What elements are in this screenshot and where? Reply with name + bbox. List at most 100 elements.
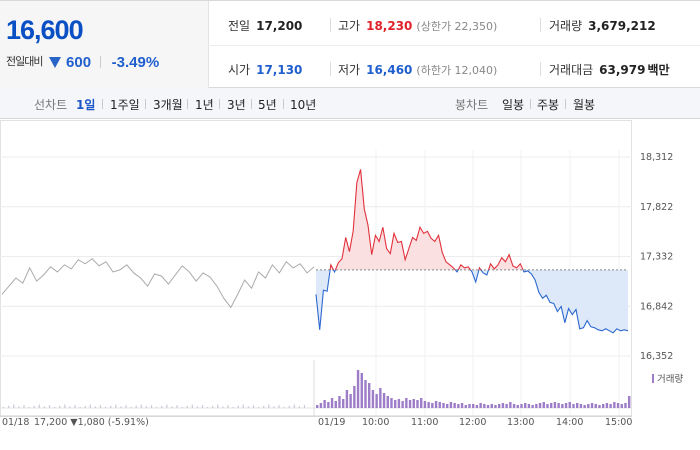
volume-bar (3, 407, 5, 408)
volume-bar (483, 404, 486, 408)
high-label: 고가 (338, 19, 361, 33)
volume-bar (564, 403, 568, 408)
volume-bar (140, 404, 142, 408)
volume-bar (364, 380, 367, 408)
volume-bar (624, 403, 627, 408)
volume-bar (89, 404, 91, 408)
volume-bar (181, 407, 183, 408)
volume-bar (434, 401, 438, 408)
period-3m[interactable]: 3개월 (153, 98, 183, 112)
volume-bar (501, 403, 505, 408)
divider (565, 99, 566, 109)
price-line-up (329, 169, 524, 270)
period-10y[interactable]: 10년 (290, 98, 317, 112)
period-1y[interactable]: 1년 (195, 98, 214, 112)
x-tick-label: 10:00 (362, 417, 389, 428)
volume-bar (468, 404, 471, 408)
divider (187, 99, 188, 109)
y-tick-label: 16,352 (640, 351, 673, 362)
volume-bar (442, 403, 445, 408)
volume-bar (490, 404, 493, 408)
volume-bar (390, 398, 393, 408)
volume-bar (420, 398, 423, 408)
down-arrow-icon (49, 57, 62, 68)
volume-bar (263, 405, 265, 408)
prev-close-info: 전일 17,200 (228, 17, 302, 34)
divider (530, 99, 531, 109)
divider (102, 99, 103, 109)
volume-bar (438, 402, 441, 408)
volume-bar (379, 388, 382, 408)
period-5y[interactable]: 5년 (258, 98, 277, 112)
volume-bar (84, 405, 86, 408)
volume-bar (628, 396, 631, 408)
volume-bar (553, 402, 557, 408)
volume-bar (222, 406, 224, 408)
volume-bar (150, 405, 153, 408)
amount-value: 63,979 (599, 63, 646, 77)
volume-bar (472, 404, 475, 408)
volume-bar (579, 404, 583, 408)
prev-day-summary: 17,200 ▼1,080 (-5.91%) (34, 417, 149, 428)
previous-day-line (1, 258, 315, 309)
high-info: 고가 18,230 (상한가 22,350) (338, 17, 497, 34)
volume-bar (242, 404, 244, 408)
volume-bar (156, 407, 158, 408)
candle-weekly[interactable]: 주봉 (537, 98, 560, 112)
volume-bar (161, 405, 163, 408)
high-value: 18,230 (366, 19, 413, 33)
volume-bar (538, 403, 542, 408)
volume-bar (509, 402, 512, 408)
volume-bar (527, 404, 531, 408)
volume-bar (110, 405, 112, 408)
volume-bar (69, 406, 71, 408)
change-line: 전일대비 600 -3.49% (6, 53, 159, 71)
candle-daily[interactable]: 일봉 (502, 98, 525, 112)
volume-bar (475, 405, 479, 408)
volume-bar (145, 406, 147, 408)
volume-bar (349, 394, 352, 408)
volume-bars: 거래량 (3, 370, 683, 408)
volume-bar (327, 402, 330, 408)
volume-bar (43, 406, 45, 408)
volume-bar (602, 404, 605, 408)
volume-bar (186, 405, 188, 408)
volume-bar (356, 370, 360, 408)
change-percent: -3.49% (111, 54, 160, 71)
candle-monthly[interactable]: 월봉 (573, 98, 596, 112)
volume-bar (401, 401, 404, 408)
divider (330, 62, 331, 76)
volume-bar (48, 405, 51, 408)
divider (99, 56, 101, 68)
divider (251, 99, 252, 109)
volume-bar (542, 402, 545, 408)
volume-bar (59, 405, 61, 408)
amount-info: 거래대금 63,979 백만 (549, 61, 670, 78)
volume-bar (8, 405, 10, 408)
divider (283, 99, 284, 109)
volume-bar (375, 394, 378, 408)
volume-bar (338, 396, 341, 408)
current-price: 16,600 (6, 15, 84, 45)
volume-bar (568, 402, 571, 408)
volume-legend-swatch (652, 374, 654, 383)
volume-bar (416, 400, 419, 408)
x-tick-label: 15:00 (605, 417, 632, 428)
volume-bar (171, 406, 173, 408)
period-3y[interactable]: 3년 (227, 98, 246, 112)
period-1d[interactable]: 1일 (76, 98, 96, 112)
volume-bar (408, 400, 412, 408)
x-tick-label: 14:00 (556, 417, 583, 428)
price-chart[interactable]: 18,312 17,822 17,332 16,842 16,352 거래량 01/18… (0, 120, 700, 450)
volume-bar (505, 404, 508, 408)
volume-bar (464, 405, 467, 408)
volume-bar (605, 403, 609, 408)
prev-day-label: 01/18 (2, 417, 29, 428)
volume-bar (423, 401, 427, 408)
volume-bar (512, 404, 516, 408)
open-label: 시가 (228, 63, 251, 77)
volume-label: 거래량 (549, 19, 583, 33)
volume-bar (360, 373, 363, 408)
period-1w[interactable]: 1주일 (110, 98, 140, 112)
volume-bar (479, 403, 482, 408)
